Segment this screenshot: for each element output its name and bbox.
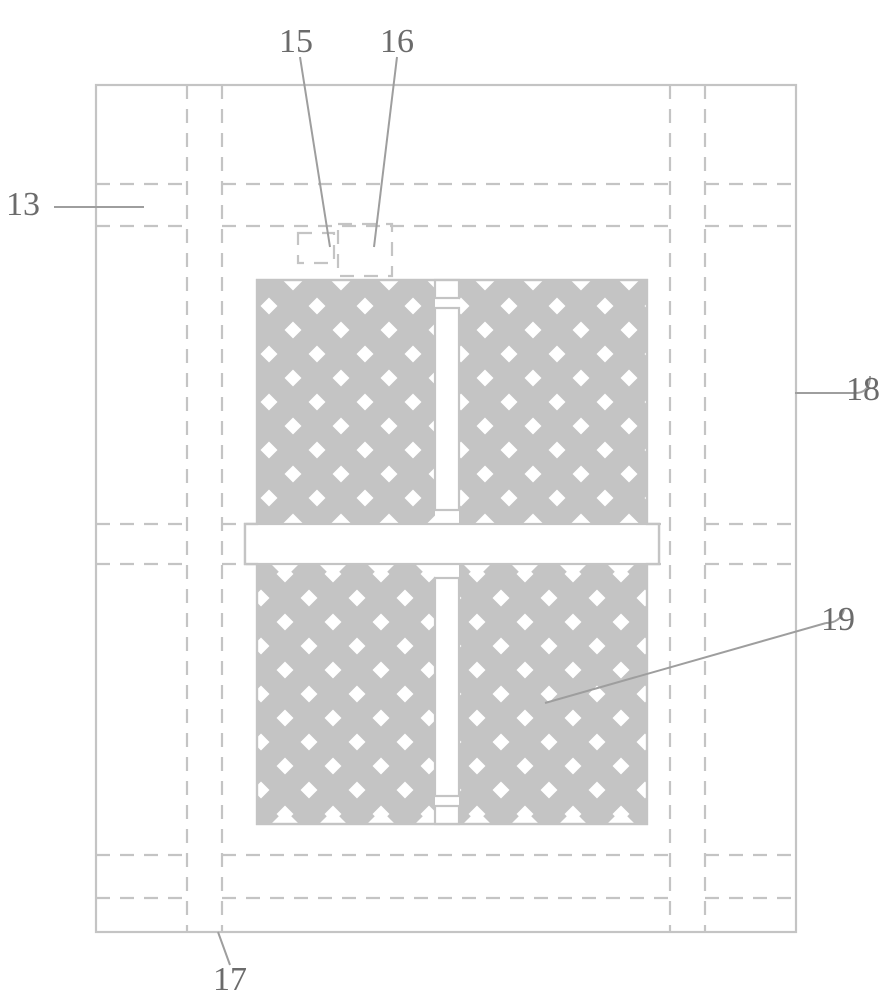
label-18: 18	[846, 371, 880, 408]
label-16: 16	[380, 23, 414, 60]
callout-18: 18	[795, 371, 880, 408]
label-15: 15	[279, 23, 313, 60]
label-19: 19	[821, 601, 855, 638]
callout-16: 16	[374, 23, 414, 247]
callout-13: 13	[6, 186, 144, 223]
label-13: 13	[6, 186, 40, 223]
callout-15: 15	[279, 23, 330, 247]
callout-17: 17	[213, 932, 247, 998]
label-17: 17	[213, 961, 247, 998]
